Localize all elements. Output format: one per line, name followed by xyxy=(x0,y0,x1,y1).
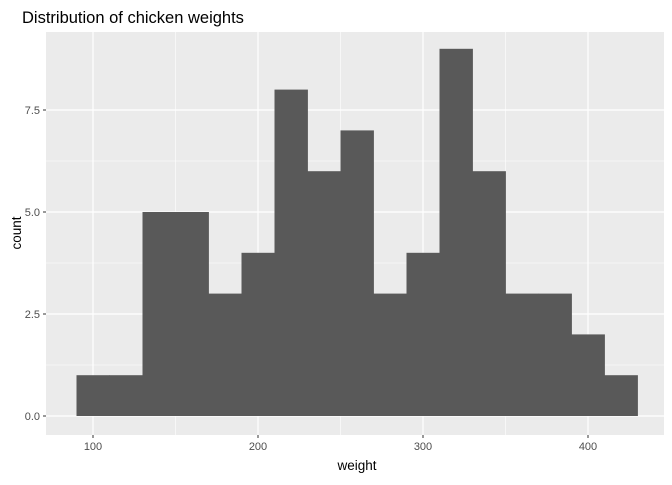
histogram-bar xyxy=(439,48,473,417)
y-axis-title: count xyxy=(9,216,24,249)
y-tick-label: 5.0 xyxy=(25,207,40,219)
y-tick-labels: 0.0 2.5 5.0 7.5 xyxy=(25,105,40,423)
y-tick-label: 7.5 xyxy=(25,105,40,117)
histogram-bar xyxy=(208,293,242,416)
histogram-bar xyxy=(604,375,638,416)
x-tick-label: 100 xyxy=(84,441,102,453)
x-tick-label: 300 xyxy=(414,441,432,453)
chart-title: Distribution of chicken weights xyxy=(22,9,244,27)
y-tick-label: 2.5 xyxy=(25,309,40,321)
histogram-bar xyxy=(175,212,209,416)
histogram-bar xyxy=(274,89,308,416)
histogram-bar xyxy=(373,293,407,416)
histogram-bar xyxy=(406,252,440,416)
axis-ticks xyxy=(43,109,589,438)
histogram-bar xyxy=(340,130,374,416)
histogram-bar xyxy=(538,293,572,416)
x-axis-title: weight xyxy=(336,458,376,473)
x-tick-label: 400 xyxy=(579,441,597,453)
x-tick-labels: 100 200 300 400 xyxy=(84,441,597,453)
bars xyxy=(76,48,638,417)
histogram-bar xyxy=(109,375,143,416)
histogram-bar xyxy=(241,252,275,416)
histogram-bar xyxy=(505,293,539,416)
x-tick-label: 200 xyxy=(249,441,267,453)
histogram-bar xyxy=(571,334,605,416)
histogram-bar xyxy=(76,375,110,416)
histogram-bar xyxy=(142,212,176,416)
y-tick-label: 0.0 xyxy=(25,411,40,423)
histogram-bar xyxy=(472,171,506,416)
histogram-bar xyxy=(307,171,341,416)
